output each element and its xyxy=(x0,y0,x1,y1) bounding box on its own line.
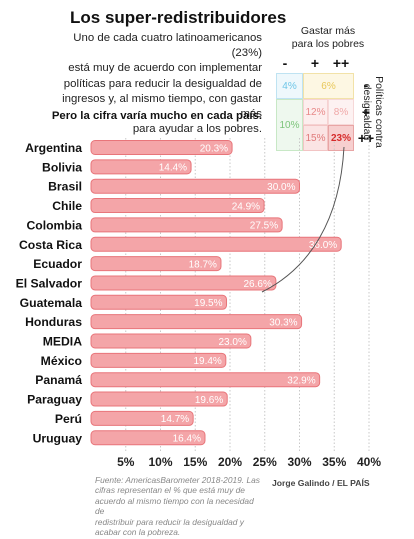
bar xyxy=(90,430,206,446)
matrix-row-header: - xyxy=(363,77,369,93)
category-label: Perú xyxy=(55,412,82,426)
bar xyxy=(90,140,233,155)
matrix-row-header: + xyxy=(361,104,371,120)
matrix-cell-mid-mid: 12% xyxy=(303,99,328,125)
category-label: Uruguay xyxy=(33,431,83,445)
matrix-cell-low-low: 4% xyxy=(276,73,303,99)
value-label: 27.5% xyxy=(250,221,278,232)
category-label: Colombia xyxy=(26,218,82,232)
category-label: Panamá xyxy=(35,373,82,387)
x-tick-label: 40% xyxy=(357,455,381,469)
value-label: 20.3% xyxy=(200,143,228,154)
value-label: 26.6% xyxy=(244,279,272,290)
source-line: acuerdo al mismo tiempo con la necesidad… xyxy=(95,495,254,517)
x-tick-label: 10% xyxy=(148,455,172,469)
category-label: Paraguay xyxy=(27,393,82,407)
subtitle-line: Uno de cada cuatro latinoamericanos (23%… xyxy=(73,32,262,60)
value-label: 30.3% xyxy=(269,317,297,328)
category-label: Costa Rica xyxy=(19,238,82,252)
category-label: El Salvador xyxy=(16,276,83,290)
x-tick-label: 30% xyxy=(287,455,311,469)
category-label: Ecuador xyxy=(33,257,82,271)
x-tick-label: 25% xyxy=(253,455,277,469)
bar xyxy=(90,256,222,272)
bar xyxy=(90,372,321,388)
bar xyxy=(90,159,192,175)
bar xyxy=(90,314,303,330)
value-label: 36.0% xyxy=(309,240,337,251)
value-label: 30.0% xyxy=(267,182,295,193)
x-tick-label: 20% xyxy=(218,455,242,469)
matrix-cell-high-low: 10% xyxy=(276,99,303,151)
value-label: 23.0% xyxy=(218,337,246,348)
x-tick-label: 15% xyxy=(183,455,207,469)
category-label: Argentina xyxy=(25,141,82,155)
category-label: Guatemala xyxy=(20,296,83,310)
matrix-row-header: ++ xyxy=(357,130,375,146)
chart-subtitle-emphasis: Pero la cifra varía mucho en cada país. xyxy=(51,110,262,122)
matrix-col-header: - xyxy=(282,55,288,71)
value-label: 18.7% xyxy=(189,259,217,270)
bar xyxy=(90,294,228,310)
bar xyxy=(90,236,342,252)
matrix-cell-mid-top: 8% xyxy=(328,99,354,125)
matrix-top-label-line: para los pobres xyxy=(291,38,365,50)
value-label: 32.9% xyxy=(287,376,315,387)
value-label: 14.4% xyxy=(159,163,187,174)
source-line: Fuente: AmericasBarometer 2018-2019. Las xyxy=(95,475,260,485)
category-label: MEDIA xyxy=(43,335,82,349)
bar xyxy=(90,391,228,407)
matrix-col-header: + xyxy=(310,55,320,71)
matrix-cell-top-mid: 15% xyxy=(303,125,328,151)
matrix-cell-top-top: 23% xyxy=(328,125,354,151)
bar xyxy=(90,333,252,349)
bar xyxy=(90,198,265,214)
category-label: Brasil xyxy=(48,180,82,194)
source-line: acabar con la pobreza. xyxy=(95,527,181,538)
connector-line xyxy=(261,146,345,293)
subtitle-line: está muy de acuerdo con implementar xyxy=(68,62,262,75)
value-label: 19.5% xyxy=(194,298,222,309)
x-tick-label: 5% xyxy=(117,455,135,469)
value-label: 19.4% xyxy=(193,356,221,367)
subtitle-line: políticas para reducir la desigualdad de xyxy=(63,77,262,90)
value-label: 19.6% xyxy=(195,395,223,406)
bar xyxy=(90,275,277,291)
source-line: redistribuir para reducir la desigualdad… xyxy=(95,516,244,527)
chart-subtitle: Uno de cada cuatro latinoamericanos (23%… xyxy=(40,31,262,137)
bar xyxy=(90,178,300,194)
bar xyxy=(90,217,283,233)
matrix-cell-low-high: 6% xyxy=(303,73,354,99)
matrix-col-header: ++ xyxy=(332,55,350,71)
category-label: Bolivia xyxy=(42,160,82,174)
value-label: 16.4% xyxy=(173,434,201,445)
source-line: cifras representan el % que está muy de xyxy=(95,485,245,496)
value-label: 24.9% xyxy=(232,201,260,212)
category-label: Chile xyxy=(52,199,82,213)
value-label: 14.7% xyxy=(161,414,189,425)
subtitle-line: para ayudar a los pobres. xyxy=(132,123,262,136)
category-label: México xyxy=(41,354,82,368)
bar xyxy=(90,352,227,368)
category-label: Honduras xyxy=(25,315,82,329)
source-note: Fuente: AmericasBarometer 2018-2019. Las… xyxy=(95,475,260,537)
bar xyxy=(90,410,194,426)
matrix-top-label: Gastar más para los pobres xyxy=(278,25,378,51)
chart-title: Los super-redistribuidores xyxy=(70,8,287,27)
x-tick-label: 35% xyxy=(322,455,346,469)
matrix-top-label-line: Gastar más xyxy=(300,25,356,37)
credit: Jorge Galindo / EL PAÍS xyxy=(272,478,370,488)
subtitle-line: ingresos y, al mismo tiempo, con gastar … xyxy=(62,92,262,121)
